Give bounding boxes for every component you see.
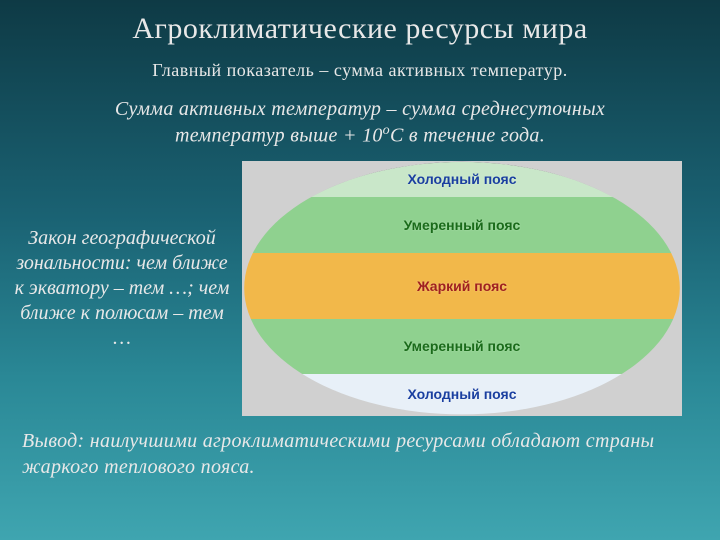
zonality-law-text: Закон географической зональности: чем бл… <box>12 226 232 351</box>
climate-band-label: Жаркий пояс <box>417 278 507 294</box>
climate-band-label: Холодный пояс <box>407 171 516 187</box>
climate-band: Жаркий пояс <box>243 253 681 319</box>
definition-line2-post: С в течение года. <box>390 125 545 147</box>
climate-band: Умеренный пояс <box>243 197 681 253</box>
subtitle: Главный показатель – сумма активных темп… <box>0 60 720 81</box>
definition-text: Сумма активных температур – сумма средне… <box>0 97 720 149</box>
climate-band-label: Холодный пояс <box>407 386 516 402</box>
globe-ellipse: Холодный пояс Умеренный пояс Жаркий пояс Ум… <box>242 161 682 416</box>
definition-line2-pre: температур выше + 10 <box>175 125 383 147</box>
climate-band: Холодный пояс <box>243 162 681 197</box>
climate-band: Умеренный пояс <box>243 319 681 375</box>
globe-diagram: Холодный пояс Умеренный пояс Жаркий пояс Ум… <box>242 161 682 416</box>
conclusion-text: Вывод: наилучшими агроклиматическими рес… <box>0 416 720 480</box>
climate-band: Холодный пояс <box>243 374 681 414</box>
definition-degree-sup: о <box>383 123 390 138</box>
definition-line1: Сумма активных температур – сумма средне… <box>115 98 605 120</box>
mid-row: Закон географической зональности: чем бл… <box>0 161 720 416</box>
climate-band-label: Умеренный пояс <box>404 338 521 354</box>
climate-band-label: Умеренный пояс <box>404 217 521 233</box>
page-title: Агроклиматические ресурсы мира <box>0 0 720 46</box>
